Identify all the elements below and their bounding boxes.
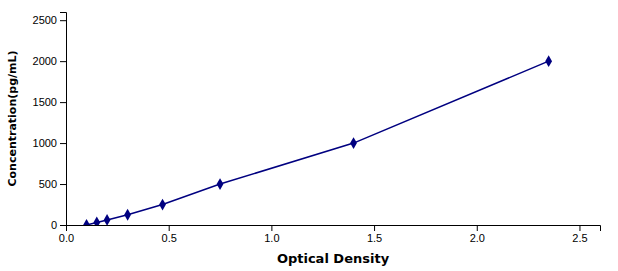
tick: 2.0 xyxy=(470,225,485,244)
tick-label: 2.5 xyxy=(572,232,587,244)
point xyxy=(93,217,100,225)
tick: 1.0 xyxy=(264,225,279,244)
tick: 2000 xyxy=(33,55,66,67)
tick-label: 500 xyxy=(39,178,57,190)
tick-mark xyxy=(374,225,375,231)
tick-mark xyxy=(169,225,170,231)
tick: 1.5 xyxy=(367,225,382,244)
chart: 0.0 0.5 1.0 1.5 2.0 2.5 0 500 1000 1500 2000 2500 Op… xyxy=(0,0,618,271)
point xyxy=(104,214,111,225)
axis-line xyxy=(67,226,601,232)
x-axis: 0.0 0.5 1.0 1.5 2.0 2.5 xyxy=(59,225,601,244)
tick: 0.0 xyxy=(59,225,74,244)
tick-mark xyxy=(579,225,580,231)
y-axis: 0 500 1000 1500 2000 2500 xyxy=(33,13,67,232)
tick-mark xyxy=(60,102,66,103)
tick-mark xyxy=(60,20,66,21)
tick: 0 xyxy=(51,219,66,231)
tick: 2.5 xyxy=(572,225,587,244)
tick-label: 2500 xyxy=(33,14,57,26)
series xyxy=(83,55,552,225)
tick-label: 1.5 xyxy=(367,232,382,244)
tick: 2500 xyxy=(33,14,66,26)
tick-mark xyxy=(271,225,272,231)
tick-label: 1000 xyxy=(33,137,57,149)
point xyxy=(83,219,90,225)
plot-area: 0.0 0.5 1.0 1.5 2.0 2.5 0 500 1000 1500 2000 2500 xyxy=(33,13,601,244)
tick-label: 2.0 xyxy=(470,232,485,244)
line xyxy=(87,61,549,225)
tick-label: 1.0 xyxy=(264,232,279,244)
x-axis-title: Optical Density xyxy=(277,251,390,266)
tick: 0.5 xyxy=(162,225,177,244)
y-axis-title: Concentration(pg/mL) xyxy=(6,50,19,186)
point xyxy=(124,209,131,221)
tick: 1000 xyxy=(33,137,66,149)
point xyxy=(217,178,224,190)
tick-label: 1500 xyxy=(33,96,57,108)
tick-label: 0.5 xyxy=(162,232,177,244)
tick: 500 xyxy=(39,178,66,190)
point xyxy=(545,55,552,67)
tick-mark xyxy=(60,225,66,226)
point xyxy=(350,137,357,149)
tick-label: 2000 xyxy=(33,55,57,67)
tick-mark xyxy=(60,184,66,185)
tick-mark xyxy=(60,61,66,62)
tick: 1500 xyxy=(33,96,66,108)
axis-line xyxy=(60,13,67,226)
tick-mark xyxy=(60,143,66,144)
tick-mark xyxy=(477,225,478,231)
point xyxy=(159,199,166,211)
tick-label: 0 xyxy=(51,219,57,231)
tick-label: 0.0 xyxy=(59,232,74,244)
